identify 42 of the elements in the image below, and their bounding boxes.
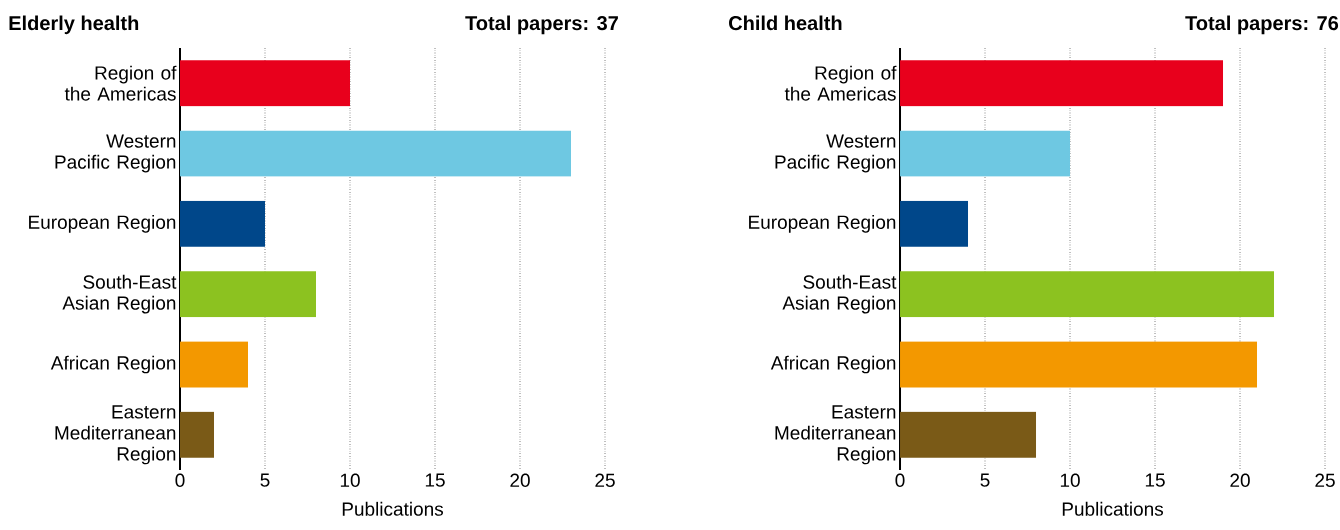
y-tick-label: African Region: [50, 355, 176, 374]
x-tick-label: 20: [1230, 473, 1250, 487]
bar: [180, 60, 350, 107]
y-tick-label: Western Pacific Region: [775, 134, 896, 173]
y-tick-label: Eastern Mediterranean Region: [55, 405, 176, 465]
x-tick-label: 5: [260, 473, 270, 487]
bar: [180, 130, 572, 177]
y-tick-label: South-East Asian Region: [782, 274, 897, 314]
x-tick-label: 20: [510, 473, 530, 487]
y-tick-label: Region of the Americas: [784, 65, 897, 101]
x-axis-title: Publications: [1062, 501, 1164, 516]
x-tick-label: 25: [595, 473, 615, 487]
y-tick-label: Western Pacific Region: [55, 134, 176, 173]
y-tick-label: Eastern Mediterranean Region: [775, 405, 896, 465]
x-tick-label: 25: [1315, 473, 1335, 487]
x-tick-label: 15: [1145, 473, 1165, 487]
x-tick-label: 10: [340, 473, 360, 487]
x-tick-label: 15: [425, 473, 445, 487]
bar: [180, 200, 265, 247]
chart-title: Child health: [729, 15, 842, 31]
bar: [180, 271, 316, 318]
x-tick-label: 0: [175, 473, 185, 487]
chart-title: Elderly health: [9, 15, 139, 35]
bar: [900, 341, 1258, 388]
y-tick-label: European Region: [749, 214, 896, 233]
y-tick-label: Region of the Americas: [64, 65, 177, 101]
x-tick-label: 0: [895, 473, 905, 487]
bar: [900, 411, 1037, 458]
bar: [900, 130, 1071, 177]
chart-subtitle: Total papers: 37: [465, 15, 618, 35]
y-tick-label: African Region: [770, 355, 896, 374]
bar: [900, 60, 1224, 107]
bar: [180, 411, 214, 458]
bar: [900, 271, 1275, 318]
y-tick-label: European Region: [29, 214, 176, 233]
x-tick-label: 10: [1060, 473, 1080, 487]
chart-subtitle: Total papers: 76: [1185, 15, 1339, 35]
bar: [900, 200, 969, 247]
bar: [180, 341, 248, 388]
x-axis-title: Publications: [342, 501, 444, 516]
x-tick-label: 5: [980, 473, 990, 487]
y-tick-label: South-East Asian Region: [62, 274, 177, 314]
